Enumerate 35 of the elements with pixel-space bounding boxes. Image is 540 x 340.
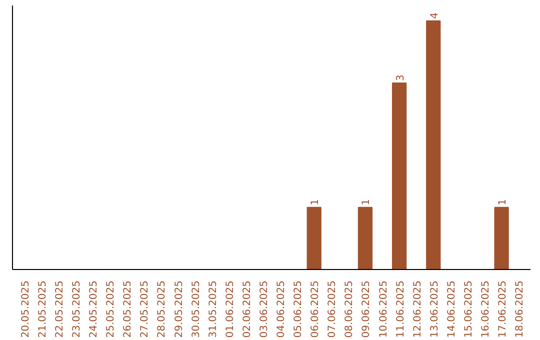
x-tick-label: 23.05.2025 bbox=[72, 280, 83, 338]
x-tick-label: 07.06.2025 bbox=[327, 280, 338, 338]
x-tick-label: 14.06.2025 bbox=[446, 280, 458, 338]
data-label: 3 bbox=[395, 74, 406, 82]
x-tick-label: 08.06.2025 bbox=[344, 280, 356, 338]
x-tick-label: 05.06.2025 bbox=[293, 280, 304, 338]
x-tick-label: 27.05.2025 bbox=[140, 280, 151, 338]
x-tick-label: 13.06.2025 bbox=[429, 280, 440, 338]
x-tick-label: 25.05.2025 bbox=[106, 280, 117, 338]
x-tick-label: 17.06.2025 bbox=[498, 280, 509, 338]
data-label: 1 bbox=[498, 198, 509, 206]
x-tick-label: 02.06.2025 bbox=[242, 280, 253, 338]
x-tick-label: 11.06.2025 bbox=[395, 280, 406, 338]
x-tick-label: 30.05.2025 bbox=[190, 280, 202, 338]
x-tick-label: 21.05.2025 bbox=[37, 280, 48, 338]
data-label: 1 bbox=[310, 198, 322, 206]
x-tick-label: 31.05.2025 bbox=[208, 280, 219, 338]
x-tick-label: 10.06.2025 bbox=[378, 280, 390, 338]
x-tick-label: 03.06.2025 bbox=[258, 280, 270, 338]
x-tick-label: 26.05.2025 bbox=[122, 280, 134, 338]
x-tick-label: 12.06.2025 bbox=[412, 280, 424, 338]
x-tick-label: 06.06.2025 bbox=[310, 280, 322, 338]
data-label: 1 bbox=[361, 198, 372, 206]
x-tick-label: 16.06.2025 bbox=[480, 280, 492, 338]
x-tick-label: 22.05.2025 bbox=[54, 280, 66, 338]
x-tick-label: 28.05.2025 bbox=[156, 280, 168, 338]
x-tick-label: 04.06.2025 bbox=[276, 280, 288, 338]
x-tick-label: 20.05.2025 bbox=[20, 280, 32, 338]
x-tick-label: 24.05.2025 bbox=[88, 280, 100, 338]
data-label: 4 bbox=[429, 12, 440, 19]
x-tick-label: 01.06.2025 bbox=[224, 280, 236, 338]
x-tick-label: 15.06.2025 bbox=[463, 280, 474, 338]
x-tick-label: 18.06.2025 bbox=[514, 280, 526, 338]
x-tick-label: 09.06.2025 bbox=[361, 280, 372, 338]
x-tick-label: 29.05.2025 bbox=[174, 280, 185, 338]
